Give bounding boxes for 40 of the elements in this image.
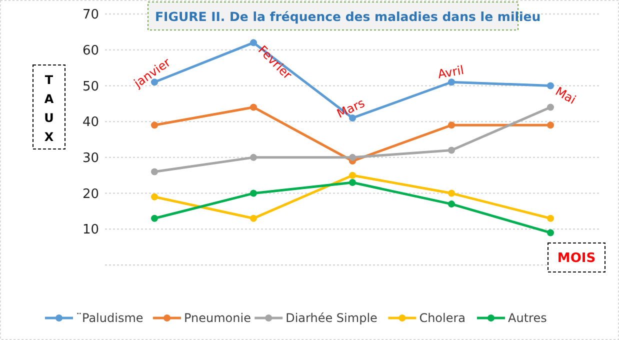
point xyxy=(448,78,455,86)
point xyxy=(250,104,257,111)
y-tick-label: 70 xyxy=(82,8,99,23)
point xyxy=(250,214,257,222)
point xyxy=(547,229,554,236)
y-tick-label: 10 xyxy=(82,222,99,238)
y-tick-label: 50 xyxy=(82,79,99,94)
legend-label: ¨Paludisme xyxy=(76,311,144,326)
annotation: Mai xyxy=(553,84,578,107)
point xyxy=(547,122,554,129)
point xyxy=(151,122,158,129)
point xyxy=(151,168,158,176)
annotation: Mars xyxy=(334,96,367,121)
point xyxy=(547,214,554,222)
point xyxy=(448,190,455,197)
point xyxy=(448,146,455,154)
point xyxy=(448,122,455,129)
point xyxy=(151,214,158,222)
y-tick-label: 40 xyxy=(82,115,99,130)
y-tick-label: 60 xyxy=(82,43,99,58)
legend-label: Diarhée Simple xyxy=(286,311,378,326)
x-axis-title: MOIS xyxy=(557,251,596,266)
point xyxy=(250,39,257,46)
legend-label: Cholera xyxy=(419,311,466,326)
point xyxy=(250,154,257,161)
point xyxy=(547,82,554,90)
chart-title: FIGURE II. De la fréquence des maladies dans le milieu xyxy=(155,9,541,24)
legend-label: Autres xyxy=(508,311,547,326)
point xyxy=(349,154,356,161)
point xyxy=(250,190,257,197)
legend-label: Pneumonie xyxy=(184,311,251,326)
y-axis-title: TAUX xyxy=(44,73,54,144)
point xyxy=(151,193,158,200)
annotation: Avril xyxy=(436,63,465,82)
point xyxy=(349,172,356,179)
y-tick-label: 30 xyxy=(82,150,99,166)
point xyxy=(547,104,554,111)
y-tick-label: 20 xyxy=(82,186,99,202)
point xyxy=(349,179,356,186)
point xyxy=(448,200,455,208)
